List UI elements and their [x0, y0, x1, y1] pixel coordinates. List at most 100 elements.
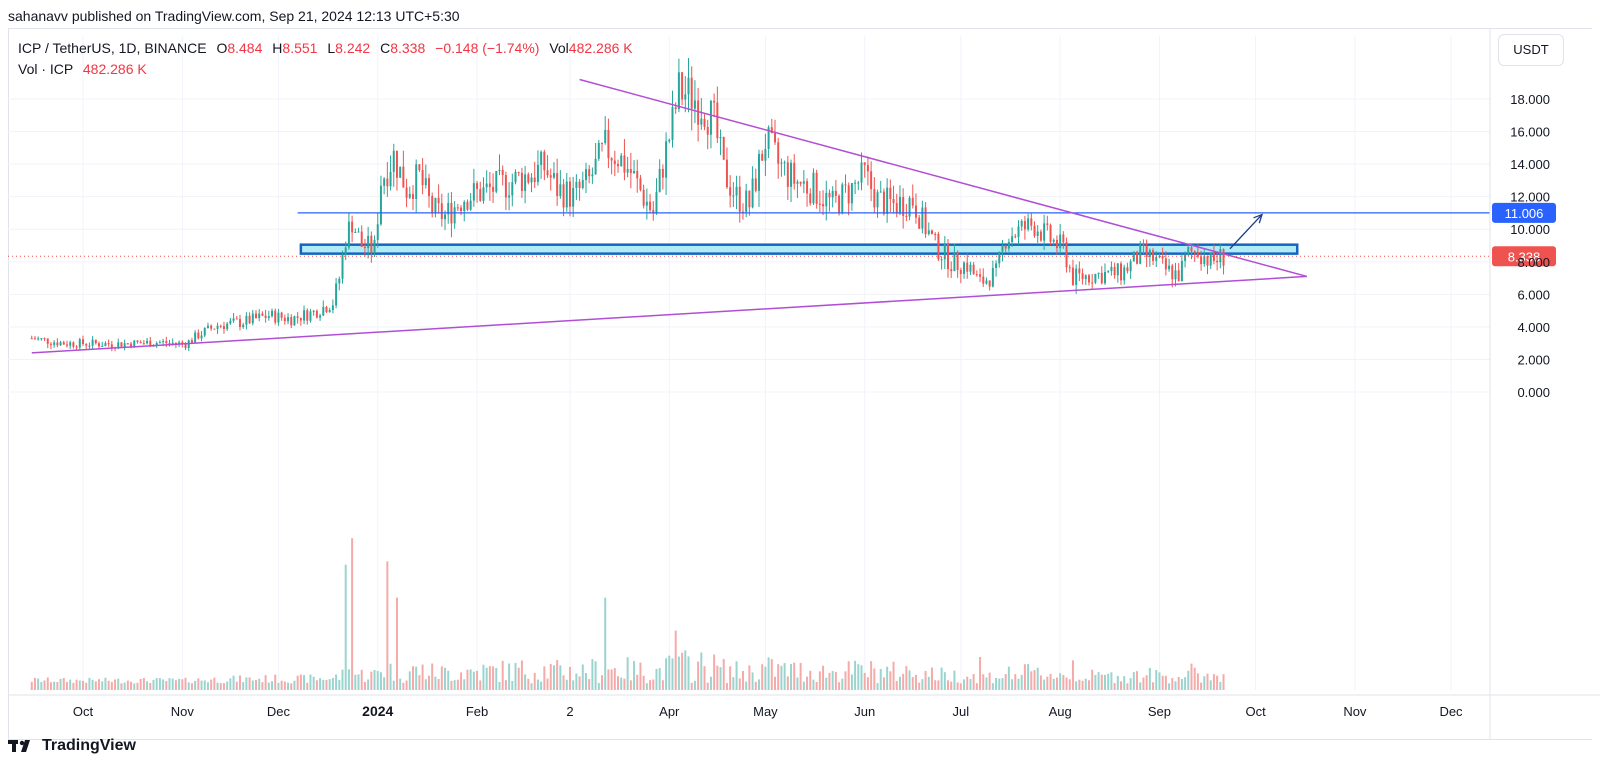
candle-body [1039, 231, 1042, 241]
candle-body [578, 181, 581, 188]
volume-bar [886, 666, 889, 690]
candle-body [597, 142, 600, 159]
candle-body [1190, 247, 1193, 252]
volume-bar [617, 676, 620, 690]
candle-body [469, 200, 472, 210]
volume-bar [543, 666, 546, 690]
candle-body [226, 323, 229, 330]
volume-bar [456, 679, 459, 690]
volume-bar [514, 662, 517, 690]
volume-bar [1081, 680, 1084, 690]
candle-body [1184, 255, 1187, 261]
volume-bar [790, 664, 793, 690]
volume-bar [280, 680, 283, 690]
support-zone-layer [299, 243, 1299, 255]
volume-bar [658, 668, 661, 690]
candle-body [395, 150, 398, 178]
candle-body [488, 183, 491, 187]
candle-body [245, 315, 248, 325]
candle-body [210, 325, 213, 329]
volume-bar [1036, 667, 1039, 690]
volume-bar [395, 597, 398, 690]
candle-body [261, 313, 264, 316]
close-value: 8.338 [390, 40, 426, 56]
change-value: −0.148 (−1.74%) [435, 40, 540, 56]
volume-bar [1020, 674, 1023, 690]
candle-body [844, 184, 847, 186]
candle-body [930, 230, 933, 234]
candle-body [652, 210, 655, 214]
volume-bar [620, 677, 623, 690]
candle-body [49, 343, 52, 345]
volume-bar [796, 677, 799, 690]
volume-bar [1126, 683, 1129, 690]
candle-body [33, 338, 36, 340]
candle-body [402, 166, 405, 188]
currency-unit-button[interactable]: USDT [1498, 34, 1564, 66]
volume-bar [873, 668, 876, 690]
volume-bar [504, 680, 507, 690]
y-tick-label: 18.000 [1510, 92, 1550, 107]
chart-frame[interactable] [8, 28, 1592, 740]
volume-bar [1007, 666, 1010, 690]
volume-bar [146, 681, 149, 690]
candle-body [242, 324, 245, 328]
candle-body [322, 306, 325, 316]
volume-bar [444, 667, 447, 690]
x-tick-label: May [753, 704, 778, 719]
candle-body [863, 162, 866, 166]
volume-bar [347, 669, 350, 690]
candle-body [463, 201, 466, 212]
candle-body [1004, 245, 1007, 249]
volume-bar [838, 682, 841, 690]
volume-bar [325, 680, 328, 690]
candle-body [793, 162, 796, 184]
volume-bar [37, 678, 40, 690]
candle-body [1132, 251, 1135, 262]
candle-body [181, 342, 184, 344]
volume-bar [735, 661, 738, 690]
volume-bar [354, 674, 357, 690]
volume-bar [373, 670, 376, 690]
candle-body [460, 207, 463, 212]
volume-bar [293, 680, 296, 690]
candle-body [258, 313, 261, 319]
high-value: 8.551 [282, 40, 318, 56]
candle-body [56, 342, 59, 346]
candle-body [517, 171, 520, 173]
candle-body [806, 181, 809, 194]
candle-body [1036, 231, 1039, 236]
candle-body [1110, 266, 1113, 272]
candle-body [921, 207, 924, 229]
volume-bar [469, 669, 472, 690]
candle-body [255, 313, 257, 319]
candle-body [693, 100, 696, 109]
candle-body [1145, 245, 1148, 258]
candle-body [1174, 270, 1177, 280]
candle-body [956, 252, 959, 271]
footer-brand[interactable]: TradingView [8, 737, 136, 755]
volume-bar [338, 679, 341, 690]
candle-body [732, 195, 735, 197]
low-value: 8.242 [335, 40, 371, 56]
candle-body [110, 344, 113, 348]
candle-body [53, 342, 56, 345]
volume-bar [517, 667, 520, 690]
volume-bar [94, 681, 97, 690]
volume-bar [1161, 675, 1164, 690]
volume-bar [584, 672, 587, 690]
candle-body [959, 270, 962, 274]
volume-bar [684, 650, 687, 690]
volume-bar [1071, 660, 1074, 690]
candle-body [697, 100, 700, 125]
volume-bar [194, 680, 197, 690]
candle-body [280, 312, 283, 318]
candle-body [870, 171, 873, 190]
candle-body [1212, 252, 1215, 261]
volume-bar [501, 660, 504, 690]
volume-bar [757, 679, 760, 690]
candle-body [1107, 271, 1110, 273]
candle-body [232, 318, 235, 321]
volume-bar [1107, 673, 1110, 690]
